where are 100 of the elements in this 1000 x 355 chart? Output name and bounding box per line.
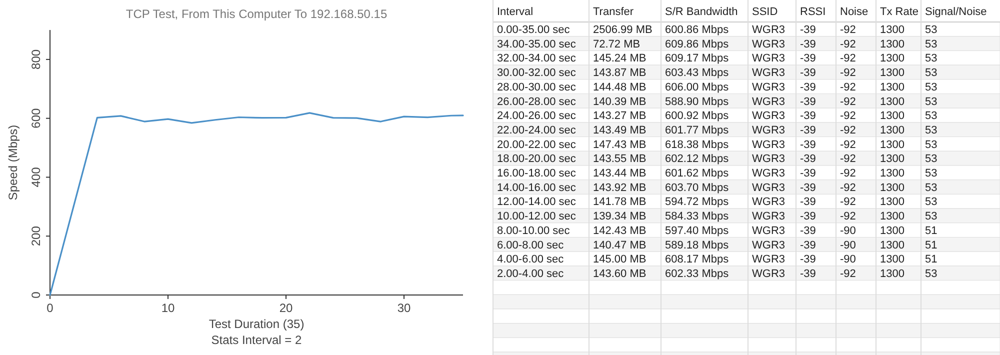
x-tick-label: 10 — [161, 301, 175, 315]
text: -90 — [840, 239, 856, 252]
text: 1300 — [880, 196, 904, 208]
y-tick-label: 0 — [29, 291, 43, 298]
text: 51 — [925, 239, 938, 252]
text: WGR3 — [752, 196, 785, 208]
text: 22.00-24.00 sec — [497, 124, 576, 136]
category-label: S/R Bandwidth — [665, 6, 738, 18]
category-label: RSSI — [800, 6, 826, 18]
text: 147.43 MB — [593, 138, 646, 151]
text: 32.00-34.00 sec — [497, 52, 576, 65]
text: 603.43 Mbps — [665, 67, 729, 80]
text: 601.77 Mbps — [665, 124, 729, 136]
text: 1300 — [880, 239, 904, 252]
text: WGR3 — [752, 210, 785, 223]
text: 594.72 Mbps — [665, 196, 729, 208]
text: 145.24 MB — [593, 52, 646, 65]
text: WGR3 — [752, 138, 785, 151]
text: 602.33 Mbps — [665, 268, 729, 280]
text: WGR3 — [752, 52, 785, 65]
text: -92 — [840, 81, 856, 94]
text: 72.72 MB — [593, 38, 640, 50]
text: -39 — [800, 268, 816, 280]
text: 1300 — [880, 110, 904, 122]
text: -92 — [840, 67, 856, 80]
text: -39 — [800, 67, 816, 80]
text: 145.00 MB — [593, 254, 646, 266]
text: 597.40 Mbps — [665, 224, 729, 237]
x-tick-label: 30 — [397, 301, 411, 315]
text: 608.17 Mbps — [665, 254, 729, 266]
text: -39 — [800, 81, 816, 94]
text: -92 — [840, 168, 856, 180]
text: 0.00-35.00 sec — [497, 24, 570, 36]
text: -39 — [800, 168, 816, 180]
text: -39 — [800, 239, 816, 252]
text: -39 — [800, 182, 816, 194]
text: 601.62 Mbps — [665, 168, 729, 180]
text: 1300 — [880, 168, 904, 180]
text: 26.00-28.00 sec — [497, 96, 576, 108]
text: 142.43 MB — [593, 224, 646, 237]
text: 606.00 Mbps — [665, 81, 729, 94]
text: -39 — [800, 210, 816, 223]
text: -92 — [840, 210, 856, 223]
text: -39 — [800, 110, 816, 122]
text: 8.00-10.00 sec — [497, 224, 570, 237]
text: 609.86 Mbps — [665, 38, 729, 50]
category-label: Tx Rate — [880, 6, 919, 18]
text: WGR3 — [752, 24, 785, 36]
text: 53 — [925, 38, 938, 50]
text: -90 — [840, 254, 856, 266]
text: 16.00-18.00 sec — [497, 168, 576, 180]
text: 143.55 MB — [593, 153, 646, 166]
text: 2.00-4.00 sec — [497, 268, 564, 280]
text: WGR3 — [752, 168, 785, 180]
text: -92 — [840, 268, 856, 280]
text: -39 — [800, 96, 816, 108]
text: 141.78 MB — [593, 196, 646, 208]
text: -39 — [800, 224, 816, 237]
text: 53 — [925, 168, 938, 180]
text: 589.18 Mbps — [665, 239, 729, 252]
chart-title: TCP Test, From This Computer To 192.168.50.15 — [126, 7, 388, 21]
text: 51 — [925, 224, 938, 237]
y-tick-label: 600 — [29, 108, 43, 128]
text: 12.00-14.00 sec — [497, 196, 576, 208]
text: 34.00-35.00 sec — [497, 38, 576, 50]
text: 53 — [925, 24, 938, 36]
text: WGR3 — [752, 239, 785, 252]
text: 1300 — [880, 153, 904, 166]
y-axis-title: Speed (Mbps) — [6, 124, 20, 200]
text: -39 — [800, 254, 816, 266]
text: -92 — [840, 24, 856, 36]
text: 143.60 MB — [593, 268, 646, 280]
text: WGR3 — [752, 96, 785, 108]
text: Stats Interval = 2 — [211, 333, 302, 347]
text: 53 — [925, 153, 938, 166]
text: 600.86 Mbps — [665, 24, 729, 36]
text: 1300 — [880, 210, 904, 223]
text: -92 — [840, 138, 856, 151]
text: 144.48 MB — [593, 81, 646, 94]
text: 20.00-22.00 sec — [497, 138, 576, 151]
text: 6.00-8.00 sec — [497, 239, 564, 252]
text: 28.00-30.00 sec — [497, 81, 576, 94]
text: 4.00-6.00 sec — [497, 254, 564, 266]
text: 139.34 MB — [593, 210, 646, 223]
text: 143.92 MB — [593, 182, 646, 194]
text: 53 — [925, 96, 938, 108]
text: 30.00-32.00 sec — [497, 67, 576, 80]
text: WGR3 — [752, 224, 785, 237]
x-axis-title: Test Duration (35) — [208, 317, 304, 331]
text: WGR3 — [752, 268, 785, 280]
text: 53 — [925, 81, 938, 94]
x-tick-label: 0 — [46, 301, 54, 315]
text: 2506.99 MB — [593, 24, 652, 36]
text: 1300 — [880, 182, 904, 194]
text: 600.92 Mbps — [665, 110, 729, 122]
text: 18.00-20.00 sec — [497, 153, 576, 166]
text: -39 — [800, 124, 816, 136]
text: 143.49 MB — [593, 124, 646, 136]
text: 1300 — [880, 138, 904, 151]
text: 53 — [925, 67, 938, 80]
